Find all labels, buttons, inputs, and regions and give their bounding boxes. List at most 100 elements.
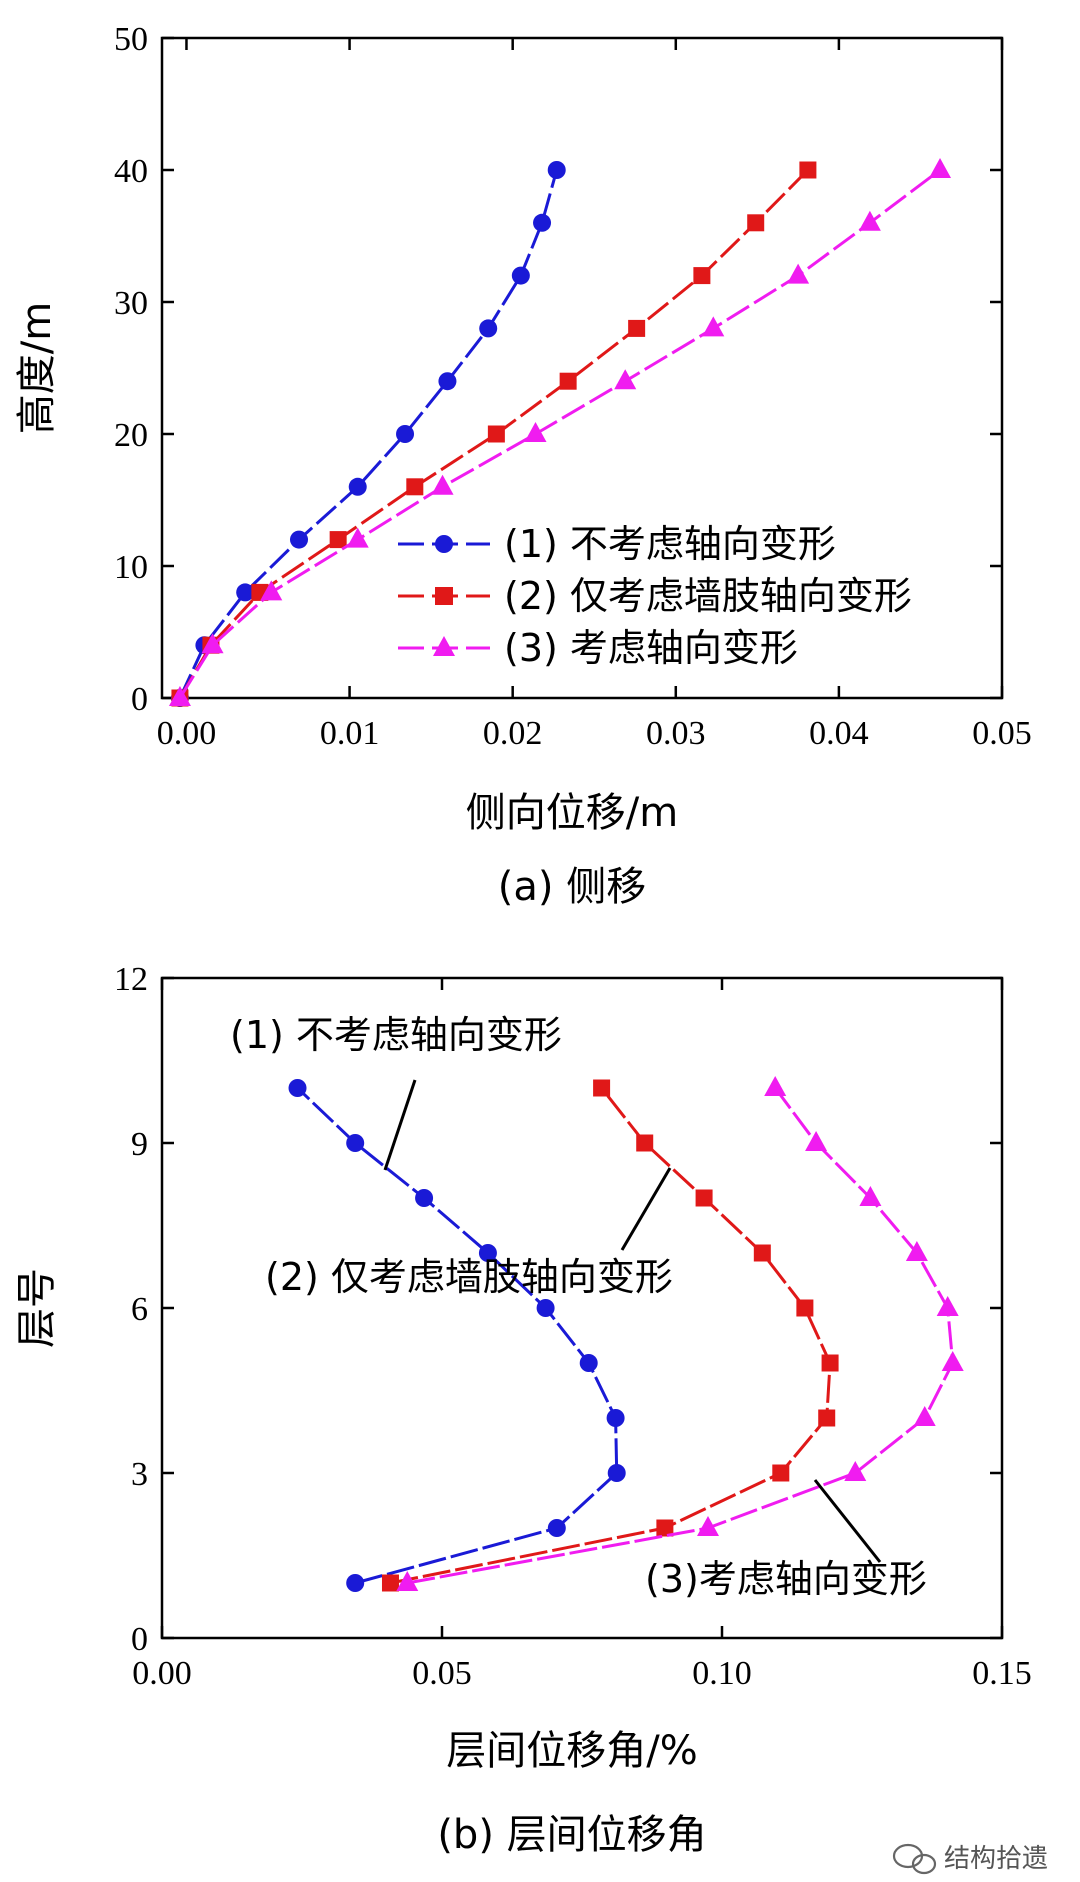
chart-a-xtick-label: 0.03 <box>646 715 706 752</box>
chart-a-series-2-point <box>747 214 765 232</box>
chart-a-series-1-point <box>547 161 566 179</box>
chart-a-xtick-label: 0.00 <box>157 715 217 752</box>
legend-label-2: (2) 仅考虑墙肢轴向变形 <box>504 574 912 618</box>
chart-b-ytick-label: 0 <box>131 1621 148 1658</box>
chart-a-ytick-label: 50 <box>114 21 148 58</box>
chart-b-xtick-label: 0.15 <box>972 1655 1032 1692</box>
chart-b-ticks: 0.00 0.05 0.10 0.15 0 3 6 9 12 <box>114 961 1032 1692</box>
chart-a-series-1-line <box>178 169 559 699</box>
legend-marker-2 <box>435 587 453 605</box>
chart-b-series-3-point <box>913 1406 936 1426</box>
chart-a-xtick-label: 0.05 <box>972 715 1032 752</box>
chart-b-series-1-line <box>296 1086 619 1585</box>
watermark-text: 结构拾遗 <box>944 1844 1048 1874</box>
chart-a-ytick-label: 0 <box>131 681 148 718</box>
chart-b-series-2-line <box>390 1087 832 1585</box>
chart-b-series-1-point <box>415 1189 434 1207</box>
chart-b-series-1-point <box>536 1299 555 1317</box>
annotation-1: (1) 不考虑轴向变形 <box>230 1013 562 1057</box>
chart-b-annotations: (1) 不考虑轴向变形 (2) 仅考虑墙肢轴向变形 (3)考虑轴向变形 <box>230 1013 927 1601</box>
chart-b-xtick-label: 0.10 <box>692 1655 752 1692</box>
chart-b-series-2-point <box>636 1134 654 1152</box>
chart-b-series-3-point <box>859 1186 882 1206</box>
chart-a-ylabel: 高度/m <box>14 302 60 434</box>
chart-a-legend: (1) 不考虑轴向变形 (2) 仅考虑墙肢轴向变形 (3) 考虑轴向变形 <box>398 522 912 670</box>
legend-item-2: (2) 仅考虑墙肢轴向变形 <box>398 574 912 618</box>
annotation-1-pointer <box>383 1079 417 1171</box>
chart-a-xtick-label: 0.02 <box>483 715 543 752</box>
chart-b-series-3-point <box>697 1516 719 1536</box>
chart-b-series-2-point <box>381 1574 399 1592</box>
chart-b-series-1-point <box>478 1244 497 1262</box>
chart-a: 0.00 0.01 0.02 0.03 0.04 0.05 0 10 20 30 40 50 侧向位移… <box>14 21 1032 910</box>
chart-a-series-1-point <box>236 583 255 602</box>
legend-marker-1 <box>435 535 453 553</box>
legend-label-3: (3) 考虑轴向变形 <box>504 626 798 670</box>
chart-b-series-2-point <box>656 1519 674 1537</box>
chart-a-series-3-point <box>524 422 547 442</box>
chart-b-series-3-point <box>936 1296 959 1316</box>
chart-b-series-3-point <box>764 1076 787 1096</box>
chart-b-series-2-point <box>753 1244 771 1262</box>
chart-a-ytick-label: 30 <box>114 285 148 322</box>
chart-a-caption: (a) 侧移 <box>498 864 646 910</box>
chart-b-ytick-label: 9 <box>131 1126 148 1163</box>
watermark: 结构拾遗 <box>892 1843 1048 1875</box>
chart-b-series-3-point <box>941 1351 964 1371</box>
chart-a-xtick-label: 0.01 <box>320 715 380 752</box>
chart-a-series-3-point <box>702 316 725 337</box>
chart-a-ytick-label: 20 <box>114 417 148 454</box>
chart-b-ytick-label: 6 <box>131 1291 148 1328</box>
legend-marker-3 <box>433 636 455 656</box>
chart-b-series-1-point <box>606 1409 625 1427</box>
chart-b-series-3-line <box>407 1087 955 1585</box>
chart-a-series-2-point <box>799 161 817 179</box>
chart-a-series-1-point <box>511 266 530 285</box>
chart-a-series-3-point <box>787 263 810 284</box>
chart-b-ytick-label: 3 <box>131 1456 148 1493</box>
legend-item-1: (1) 不考虑轴向变形 <box>398 522 836 566</box>
chart-b-series-3-point <box>844 1461 867 1481</box>
chart-a-series-3-point <box>929 158 952 178</box>
chart-b-ylabel: 层号 <box>14 1268 60 1348</box>
chart-b-series-2-point <box>772 1464 790 1482</box>
chart-a-series-1-point <box>479 319 498 338</box>
chart-b-series-1-point <box>346 1574 365 1592</box>
chart-b-ytick-label: 12 <box>114 961 148 998</box>
legend-label-1: (1) 不考虑轴向变形 <box>504 522 836 566</box>
chart-a-series-1-point <box>533 213 552 232</box>
chart-a-series-3-point <box>614 369 637 390</box>
chart-a-series-3-point <box>858 210 881 231</box>
chart-a-xtick-label: 0.04 <box>809 715 869 752</box>
chart-a-series-2-point <box>329 531 347 549</box>
chart-a-series-3-point <box>260 580 283 601</box>
chart-a-ytick-label: 40 <box>114 153 148 190</box>
chart-b-series-3-point <box>396 1571 419 1591</box>
chart-b-series-1-point <box>579 1354 598 1372</box>
chart-a-series-2-point <box>628 319 646 337</box>
chart-a-series-1-point <box>396 425 415 443</box>
chart-a-series-3-point <box>201 633 224 654</box>
chart-b-series <box>288 1076 964 1592</box>
chart-b-series-2-point <box>695 1189 713 1207</box>
chart-a-series-3-point <box>168 686 191 706</box>
chart-a-series <box>168 158 952 707</box>
chart-b-series-1-point <box>288 1079 307 1097</box>
chart-b-series-2-point <box>796 1299 814 1317</box>
wechat-icon <box>892 1843 937 1875</box>
chart-b-series-2-point <box>593 1079 611 1097</box>
chart-b-series-1-point <box>607 1464 626 1482</box>
chart-b-xlabel: 层间位移角/% <box>446 1728 697 1774</box>
chart-b-frame <box>160 976 1004 1640</box>
chart-a-ytick-label: 10 <box>114 549 148 586</box>
chart-a-xlabel: 侧向位移/m <box>466 790 678 836</box>
chart-b-series-3-point <box>905 1241 928 1261</box>
chart-b-xtick-label: 0.00 <box>132 1655 192 1692</box>
chart-b-series-3-point <box>805 1131 828 1151</box>
chart-a-series-2-point <box>406 478 424 496</box>
chart-a-series-2-point <box>559 372 577 390</box>
chart-a-series-1-point <box>290 530 309 549</box>
annotation-2: (2) 仅考虑墙肢轴向变形 <box>265 1255 673 1299</box>
chart-b-series-1-point <box>346 1134 365 1152</box>
